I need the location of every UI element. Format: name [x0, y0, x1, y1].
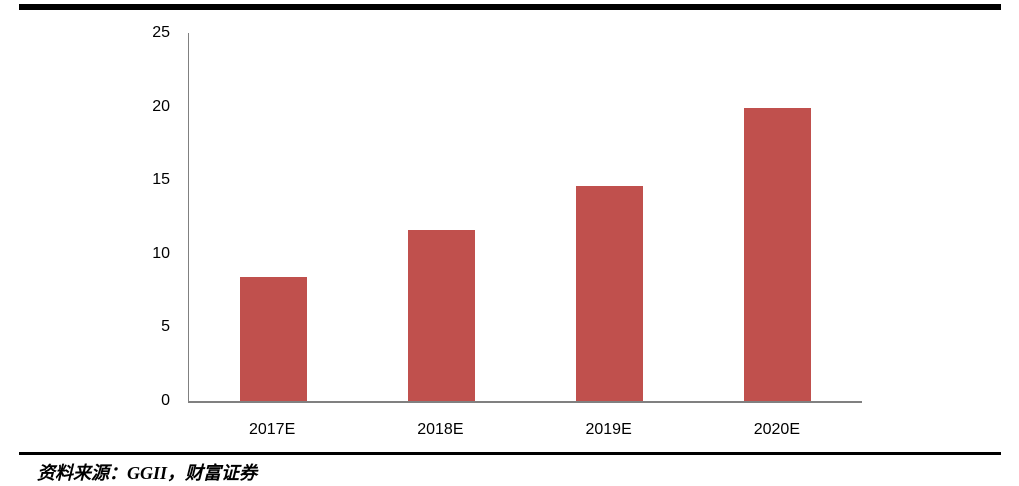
x-tick-label: 2018E — [417, 421, 464, 438]
y-tick-label: 15 — [152, 171, 170, 189]
y-tick-label: 10 — [152, 244, 170, 262]
bar-2018E — [407, 230, 475, 401]
top-rule — [19, 4, 1001, 10]
divider-rule — [19, 452, 1001, 455]
plot-area — [188, 33, 862, 403]
source-note: 资料来源：GGII，财富证券 — [37, 463, 258, 483]
y-axis-labels: 0 5 10 15 20 25 — [0, 0, 170, 450]
y-tick-label: 25 — [152, 24, 170, 41]
y-tick-label: 0 — [161, 392, 170, 409]
x-tick-label: 2017E — [248, 421, 296, 438]
x-tick-label: 2020E — [753, 421, 800, 438]
bar-chart: 0 5 10 15 20 25 2017E 2018E 2019E 2020E — [0, 0, 862, 450]
bar-2019E — [576, 186, 644, 401]
bar-2020E — [744, 108, 812, 401]
y-tick-label: 5 — [161, 318, 170, 336]
bar-2017E — [239, 277, 307, 401]
x-axis-labels: 2017E 2018E 2019E 2020E — [248, 421, 800, 438]
x-tick-label: 2019E — [585, 421, 632, 438]
y-tick-label: 20 — [152, 97, 170, 115]
